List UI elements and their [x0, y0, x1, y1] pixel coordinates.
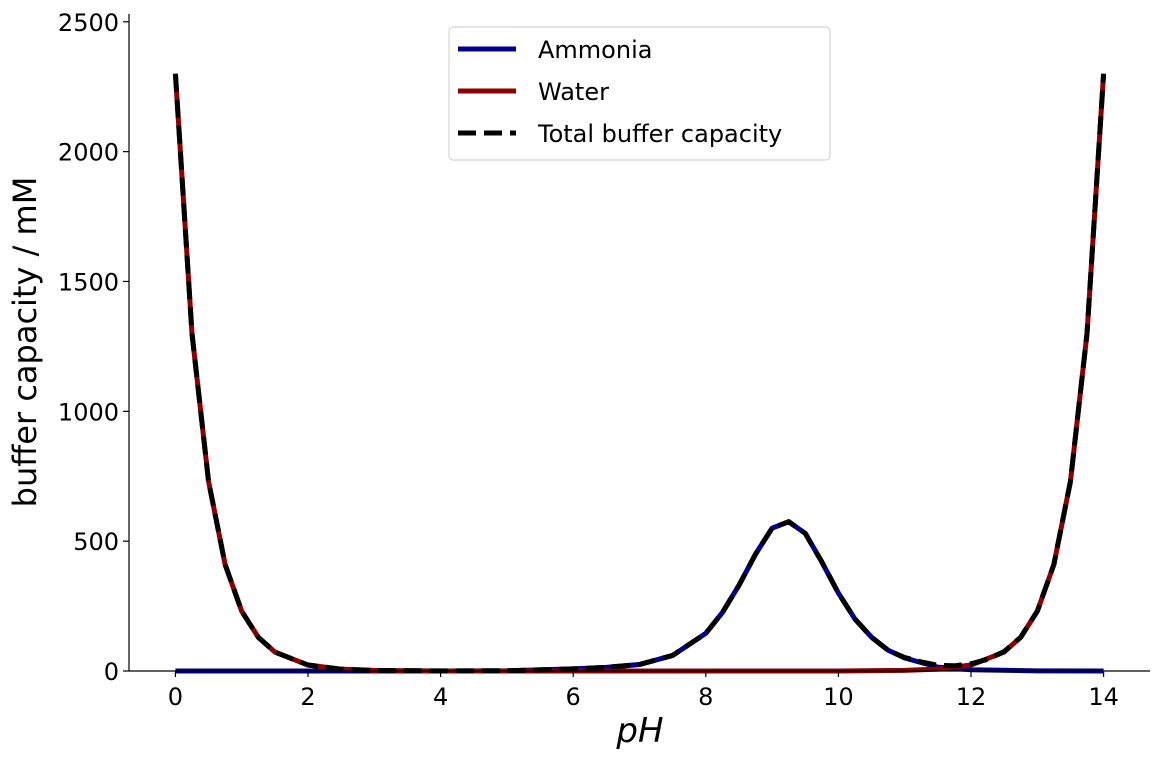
x-axis-title: pH: [615, 711, 663, 751]
legend-box: [448, 26, 831, 161]
legend-label: Ammonia: [538, 36, 652, 64]
y-tick-label: 1000: [58, 398, 119, 426]
legend: Ammonia Water Total buffer capacity: [448, 26, 831, 161]
legend-label: Total buffer capacity: [537, 120, 782, 148]
y-tick-label: 2500: [58, 9, 119, 37]
x-tick-label: 10: [823, 683, 854, 711]
x-tick-label: 4: [433, 683, 448, 711]
x-tick-label: 8: [698, 683, 713, 711]
y-tick-label: 0: [104, 658, 119, 686]
legend-label: Water: [538, 78, 609, 106]
axes-layer: 0 2 4 6 8 10 12 14 0 500 1000 1500 2000 2500: [58, 9, 1150, 711]
y-axis-title: buffer capacity / mM: [6, 177, 44, 508]
x-tick-label: 6: [566, 683, 581, 711]
y-tick-label: 1500: [58, 268, 119, 296]
x-tick-label: 12: [956, 683, 987, 711]
y-tick-label: 500: [73, 528, 119, 556]
x-tick-label: 0: [168, 683, 183, 711]
x-tick-label: 14: [1088, 683, 1119, 711]
x-tick-label: 2: [300, 683, 315, 711]
y-tick-label: 2000: [58, 139, 119, 167]
